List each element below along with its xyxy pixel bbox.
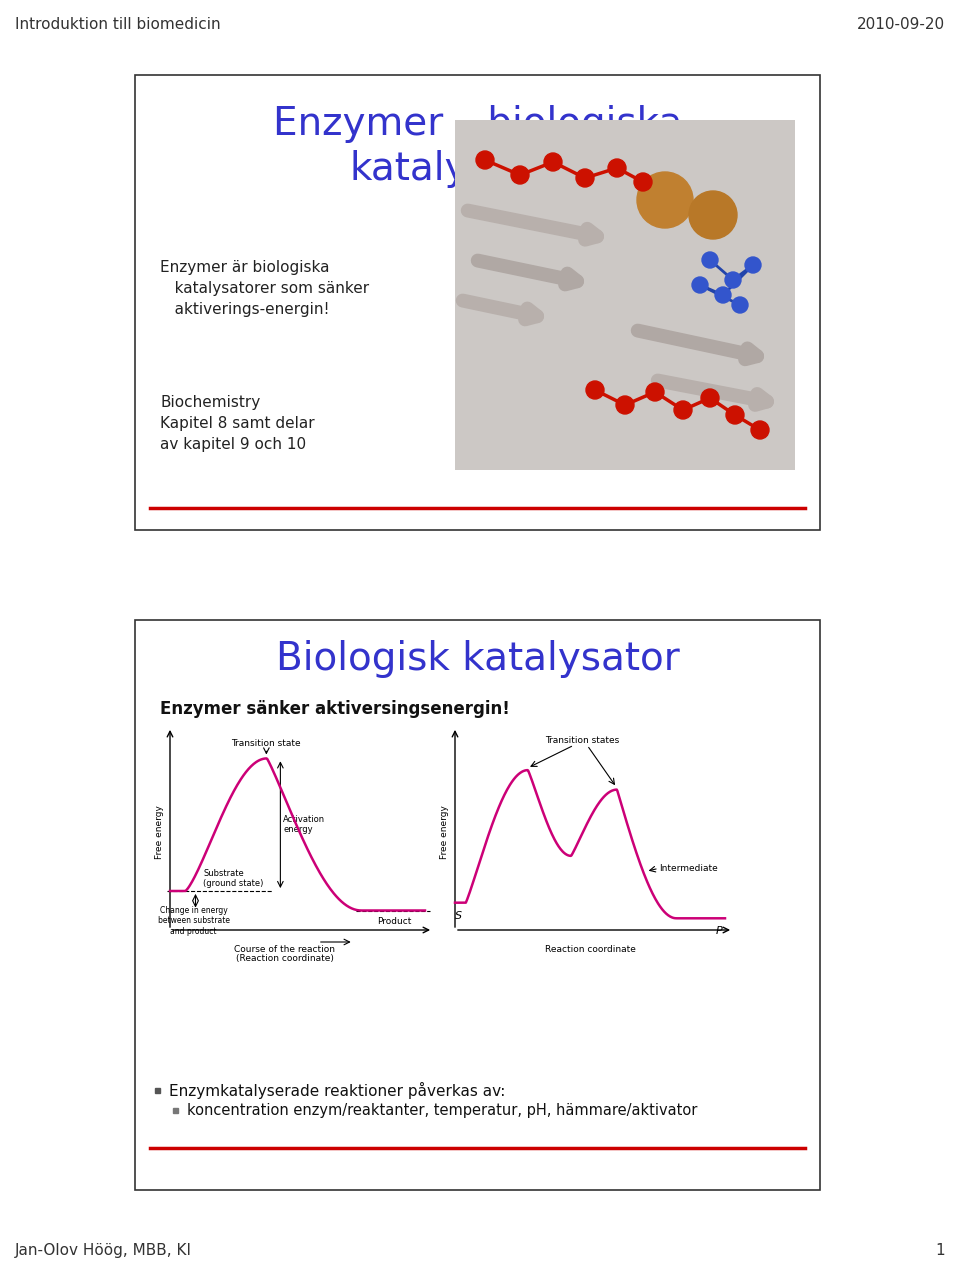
Text: Enzymer sänker aktiversingsenergin!: Enzymer sänker aktiversingsenergin!	[160, 700, 510, 718]
FancyBboxPatch shape	[135, 620, 820, 1190]
Text: Biologisk katalysator: Biologisk katalysator	[276, 640, 680, 678]
Text: Product: Product	[377, 917, 412, 926]
Circle shape	[715, 287, 731, 303]
Text: Enzymer – biologiska
katalysatorer: Enzymer – biologiska katalysatorer	[273, 105, 683, 189]
Circle shape	[646, 382, 664, 402]
Circle shape	[576, 170, 594, 187]
Circle shape	[637, 172, 693, 228]
Circle shape	[751, 421, 769, 439]
FancyBboxPatch shape	[135, 75, 820, 530]
Circle shape	[674, 402, 692, 419]
FancyBboxPatch shape	[455, 120, 795, 470]
Text: Course of the reaction: Course of the reaction	[234, 945, 335, 954]
Text: 1: 1	[935, 1243, 945, 1258]
Text: Enzymer är biologiska
   katalysatorer som sänker
   aktiverings-energin!: Enzymer är biologiska katalysatorer som …	[160, 260, 370, 317]
Text: Free energy: Free energy	[440, 806, 449, 859]
Circle shape	[725, 272, 741, 288]
Circle shape	[586, 381, 604, 399]
Text: (Reaction coordinate): (Reaction coordinate)	[236, 954, 334, 963]
Bar	[155, 1088, 160, 1093]
FancyArrowPatch shape	[468, 210, 597, 240]
Text: koncentration enzym/reaktanter, temperatur, pH, hämmare/aktivator: koncentration enzym/reaktanter, temperat…	[187, 1103, 697, 1117]
Circle shape	[745, 258, 761, 273]
Circle shape	[634, 173, 652, 191]
Circle shape	[732, 297, 748, 312]
Circle shape	[608, 159, 626, 177]
Text: P: P	[715, 927, 722, 936]
Circle shape	[701, 389, 719, 407]
Circle shape	[544, 153, 562, 171]
Circle shape	[616, 397, 634, 414]
Text: Jan-Olov Höög, MBB, KI: Jan-Olov Höög, MBB, KI	[15, 1243, 192, 1258]
Circle shape	[702, 252, 718, 268]
Text: 2010-09-20: 2010-09-20	[857, 17, 945, 32]
Text: Transition state: Transition state	[231, 740, 301, 748]
FancyArrowPatch shape	[463, 301, 537, 319]
Bar	[173, 1108, 178, 1113]
Text: Transition states: Transition states	[545, 736, 619, 745]
Circle shape	[726, 405, 744, 425]
Text: Intermediate: Intermediate	[659, 864, 717, 873]
Text: Enzymkatalyserade reaktioner påverkas av:: Enzymkatalyserade reaktioner påverkas av…	[169, 1081, 505, 1099]
Text: S: S	[455, 910, 462, 921]
Circle shape	[689, 191, 737, 238]
FancyArrowPatch shape	[658, 380, 767, 405]
Text: Substrate
(ground state): Substrate (ground state)	[204, 868, 264, 887]
FancyArrowPatch shape	[478, 260, 577, 284]
Circle shape	[692, 277, 708, 293]
Text: Reaction coordinate: Reaction coordinate	[544, 945, 636, 954]
Circle shape	[476, 150, 494, 170]
Text: Activation
energy: Activation energy	[283, 815, 325, 834]
Circle shape	[511, 166, 529, 184]
Text: Change in energy
between substrate
and product: Change in energy between substrate and p…	[157, 905, 229, 936]
FancyArrowPatch shape	[637, 330, 757, 360]
Text: Biochemistry
Kapitel 8 samt delar
av kapitel 9 och 10: Biochemistry Kapitel 8 samt delar av kap…	[160, 395, 315, 453]
Text: Free energy: Free energy	[155, 806, 164, 859]
Text: Introduktion till biomedicin: Introduktion till biomedicin	[15, 17, 221, 32]
